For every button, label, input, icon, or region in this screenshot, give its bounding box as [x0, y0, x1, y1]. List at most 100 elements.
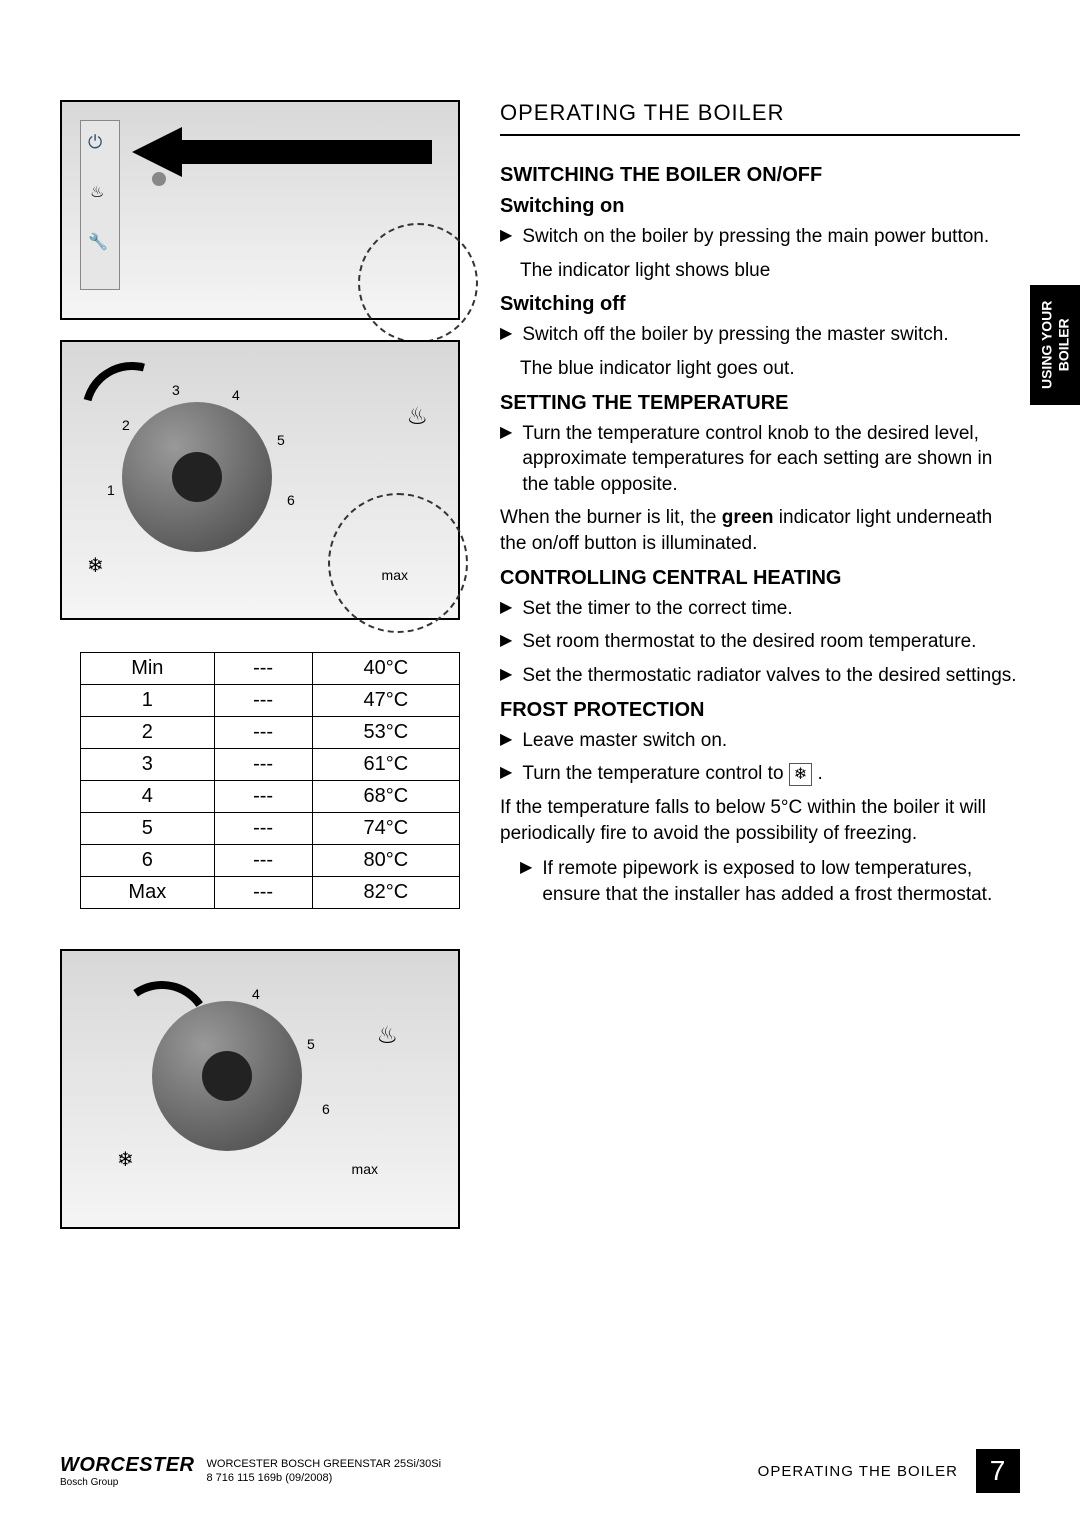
- dial-num-5: 5: [307, 1036, 315, 1052]
- bullet: ▶ Set room thermostat to the desired roo…: [500, 629, 1020, 655]
- table-cell: 68°C: [312, 781, 459, 813]
- snowflake-icon: ❄: [117, 1147, 134, 1172]
- table-cell: ---: [214, 685, 312, 717]
- wrench-icon: 🔧: [88, 232, 108, 252]
- heat-icon: ♨: [406, 402, 428, 431]
- triangle-icon: ▶: [500, 663, 512, 689]
- brand-sub: Bosch Group: [60, 1477, 195, 1488]
- table-row: 5---74°C: [81, 813, 460, 845]
- callout-circle: [358, 223, 478, 343]
- table-cell: 1: [81, 685, 215, 717]
- footer-left: WORCESTER Bosch Group WORCESTER BOSCH GR…: [60, 1454, 441, 1488]
- text: Switch off the boiler by pressing the ma…: [522, 322, 948, 348]
- side-tab: USING YOURBOILER: [1030, 285, 1080, 405]
- text: The blue indicator light goes out.: [520, 356, 1020, 382]
- left-column: ⏻ ♨ 🔧 ♨ ❄ max 1 2 3 4 5 6 Min---40°C1---: [60, 100, 460, 1229]
- table-cell: 82°C: [312, 877, 459, 909]
- table-row: 3---61°C: [81, 749, 460, 781]
- bullet: ▶ Turn the temperature control knob to t…: [500, 421, 1020, 498]
- text: The indicator light shows blue: [520, 258, 1020, 284]
- bullet: ▶ If remote pipework is exposed to low t…: [520, 856, 1020, 907]
- page-number: 7: [976, 1449, 1020, 1493]
- dial-max-label: max: [352, 1161, 378, 1177]
- triangle-icon: ▶: [500, 322, 512, 348]
- doc-line1: WORCESTER BOSCH GREENSTAR 25Si/30Si: [207, 1457, 442, 1471]
- table-cell: 53°C: [312, 717, 459, 749]
- footer-section-label: OPERATING THE BOILER: [758, 1463, 958, 1480]
- text: Set room thermostat to the desired room …: [522, 629, 976, 655]
- figure-dial-1: ♨ ❄ max 1 2 3 4 5 6: [60, 340, 460, 620]
- bullet: ▶ Set the timer to the correct time.: [500, 596, 1020, 622]
- doc-info: WORCESTER BOSCH GREENSTAR 25Si/30Si 8 71…: [207, 1457, 442, 1486]
- dial-num-4: 4: [252, 986, 260, 1002]
- table-row: 6---80°C: [81, 845, 460, 877]
- brand-logo: WORCESTER Bosch Group: [60, 1454, 195, 1488]
- heading-set-temp: SETTING THE TEMPERATURE: [500, 392, 1020, 415]
- heading-switching-off: Switching off: [500, 293, 1020, 316]
- triangle-icon: ▶: [500, 224, 512, 250]
- triangle-icon: ▶: [500, 728, 512, 754]
- table-row: 1---47°C: [81, 685, 460, 717]
- triangle-icon: ▶: [500, 421, 512, 498]
- table-cell: 5: [81, 813, 215, 845]
- flame-icon: ♨: [90, 182, 104, 202]
- text: Switch on the boiler by pressing the mai…: [522, 224, 989, 250]
- figure-dial-2: ♨ ❄ max 4 5 6: [60, 949, 460, 1229]
- table-row: Max---82°C: [81, 877, 460, 909]
- text: Turn the temperature control to ❄ .: [522, 761, 822, 787]
- table-cell: ---: [214, 813, 312, 845]
- text: Leave master switch on.: [522, 728, 727, 754]
- table-cell: ---: [214, 717, 312, 749]
- heading-cch: CONTROLLING CENTRAL HEATING: [500, 567, 1020, 590]
- bullet: ▶ Switch on the boiler by pressing the m…: [500, 224, 1020, 250]
- text: If remote pipework is exposed to low tem…: [542, 856, 1020, 907]
- bullet: ▶ Switch off the boiler by pressing the …: [500, 322, 1020, 348]
- table-cell: ---: [214, 749, 312, 781]
- temperature-table: Min---40°C1---47°C2---53°C3---61°C4---68…: [80, 652, 460, 909]
- footer-right: OPERATING THE BOILER 7: [758, 1449, 1020, 1493]
- table-cell: 2: [81, 717, 215, 749]
- table-cell: 40°C: [312, 653, 459, 685]
- dial-num-2: 2: [122, 417, 130, 433]
- figure-control-panel: ⏻ ♨ 🔧: [60, 100, 460, 320]
- callout-circle: [328, 493, 468, 633]
- dial-num-4: 4: [232, 387, 240, 403]
- side-tab-line1: USING YOUR: [1038, 301, 1054, 389]
- table-row: 4---68°C: [81, 781, 460, 813]
- text: When the burner is lit, the green indica…: [500, 505, 1020, 556]
- dial-num-6: 6: [287, 492, 295, 508]
- doc-line2: 8 716 115 169b (09/2008): [207, 1471, 442, 1485]
- section-title: OPERATING THE BOILER: [500, 100, 1020, 136]
- table-cell: ---: [214, 845, 312, 877]
- heading-switching: SWITCHING THE BOILER ON/OFF: [500, 164, 1020, 187]
- table-cell: Max: [81, 877, 215, 909]
- bullet: ▶ Leave master switch on.: [500, 728, 1020, 754]
- bullet: ▶ Turn the temperature control to ❄ .: [500, 761, 1020, 787]
- side-tab-line2: BOILER: [1055, 319, 1071, 372]
- brand-name: WORCESTER: [60, 1454, 195, 1476]
- dial-num-3: 3: [172, 382, 180, 398]
- right-column: OPERATING THE BOILER SWITCHING THE BOILE…: [500, 100, 1020, 1229]
- table-cell: ---: [214, 781, 312, 813]
- table-cell: 47°C: [312, 685, 459, 717]
- power-icon: ⏻: [88, 132, 102, 153]
- table-cell: 61°C: [312, 749, 459, 781]
- bullet: ▶ Set the thermostatic radiator valves t…: [500, 663, 1020, 689]
- heat-icon: ♨: [376, 1021, 398, 1050]
- table-cell: 74°C: [312, 813, 459, 845]
- dial-num-6: 6: [322, 1101, 330, 1117]
- temperature-table-body: Min---40°C1---47°C2---53°C3---61°C4---68…: [81, 653, 460, 909]
- dial-num-5: 5: [277, 432, 285, 448]
- triangle-icon: ▶: [520, 856, 532, 907]
- table-row: 2---53°C: [81, 717, 460, 749]
- text: Set the timer to the correct time.: [522, 596, 792, 622]
- arrow-left-icon: [132, 122, 432, 182]
- snowflake-icon: ❄: [87, 553, 104, 578]
- table-cell: Min: [81, 653, 215, 685]
- text: Set the thermostatic radiator valves to …: [522, 663, 1016, 689]
- table-cell: ---: [214, 877, 312, 909]
- text: Turn the temperature control knob to the…: [522, 421, 1020, 498]
- text: If the temperature falls to below 5°C wi…: [500, 795, 1020, 846]
- snowflake-box-icon: ❄: [789, 763, 812, 787]
- table-cell: 3: [81, 749, 215, 781]
